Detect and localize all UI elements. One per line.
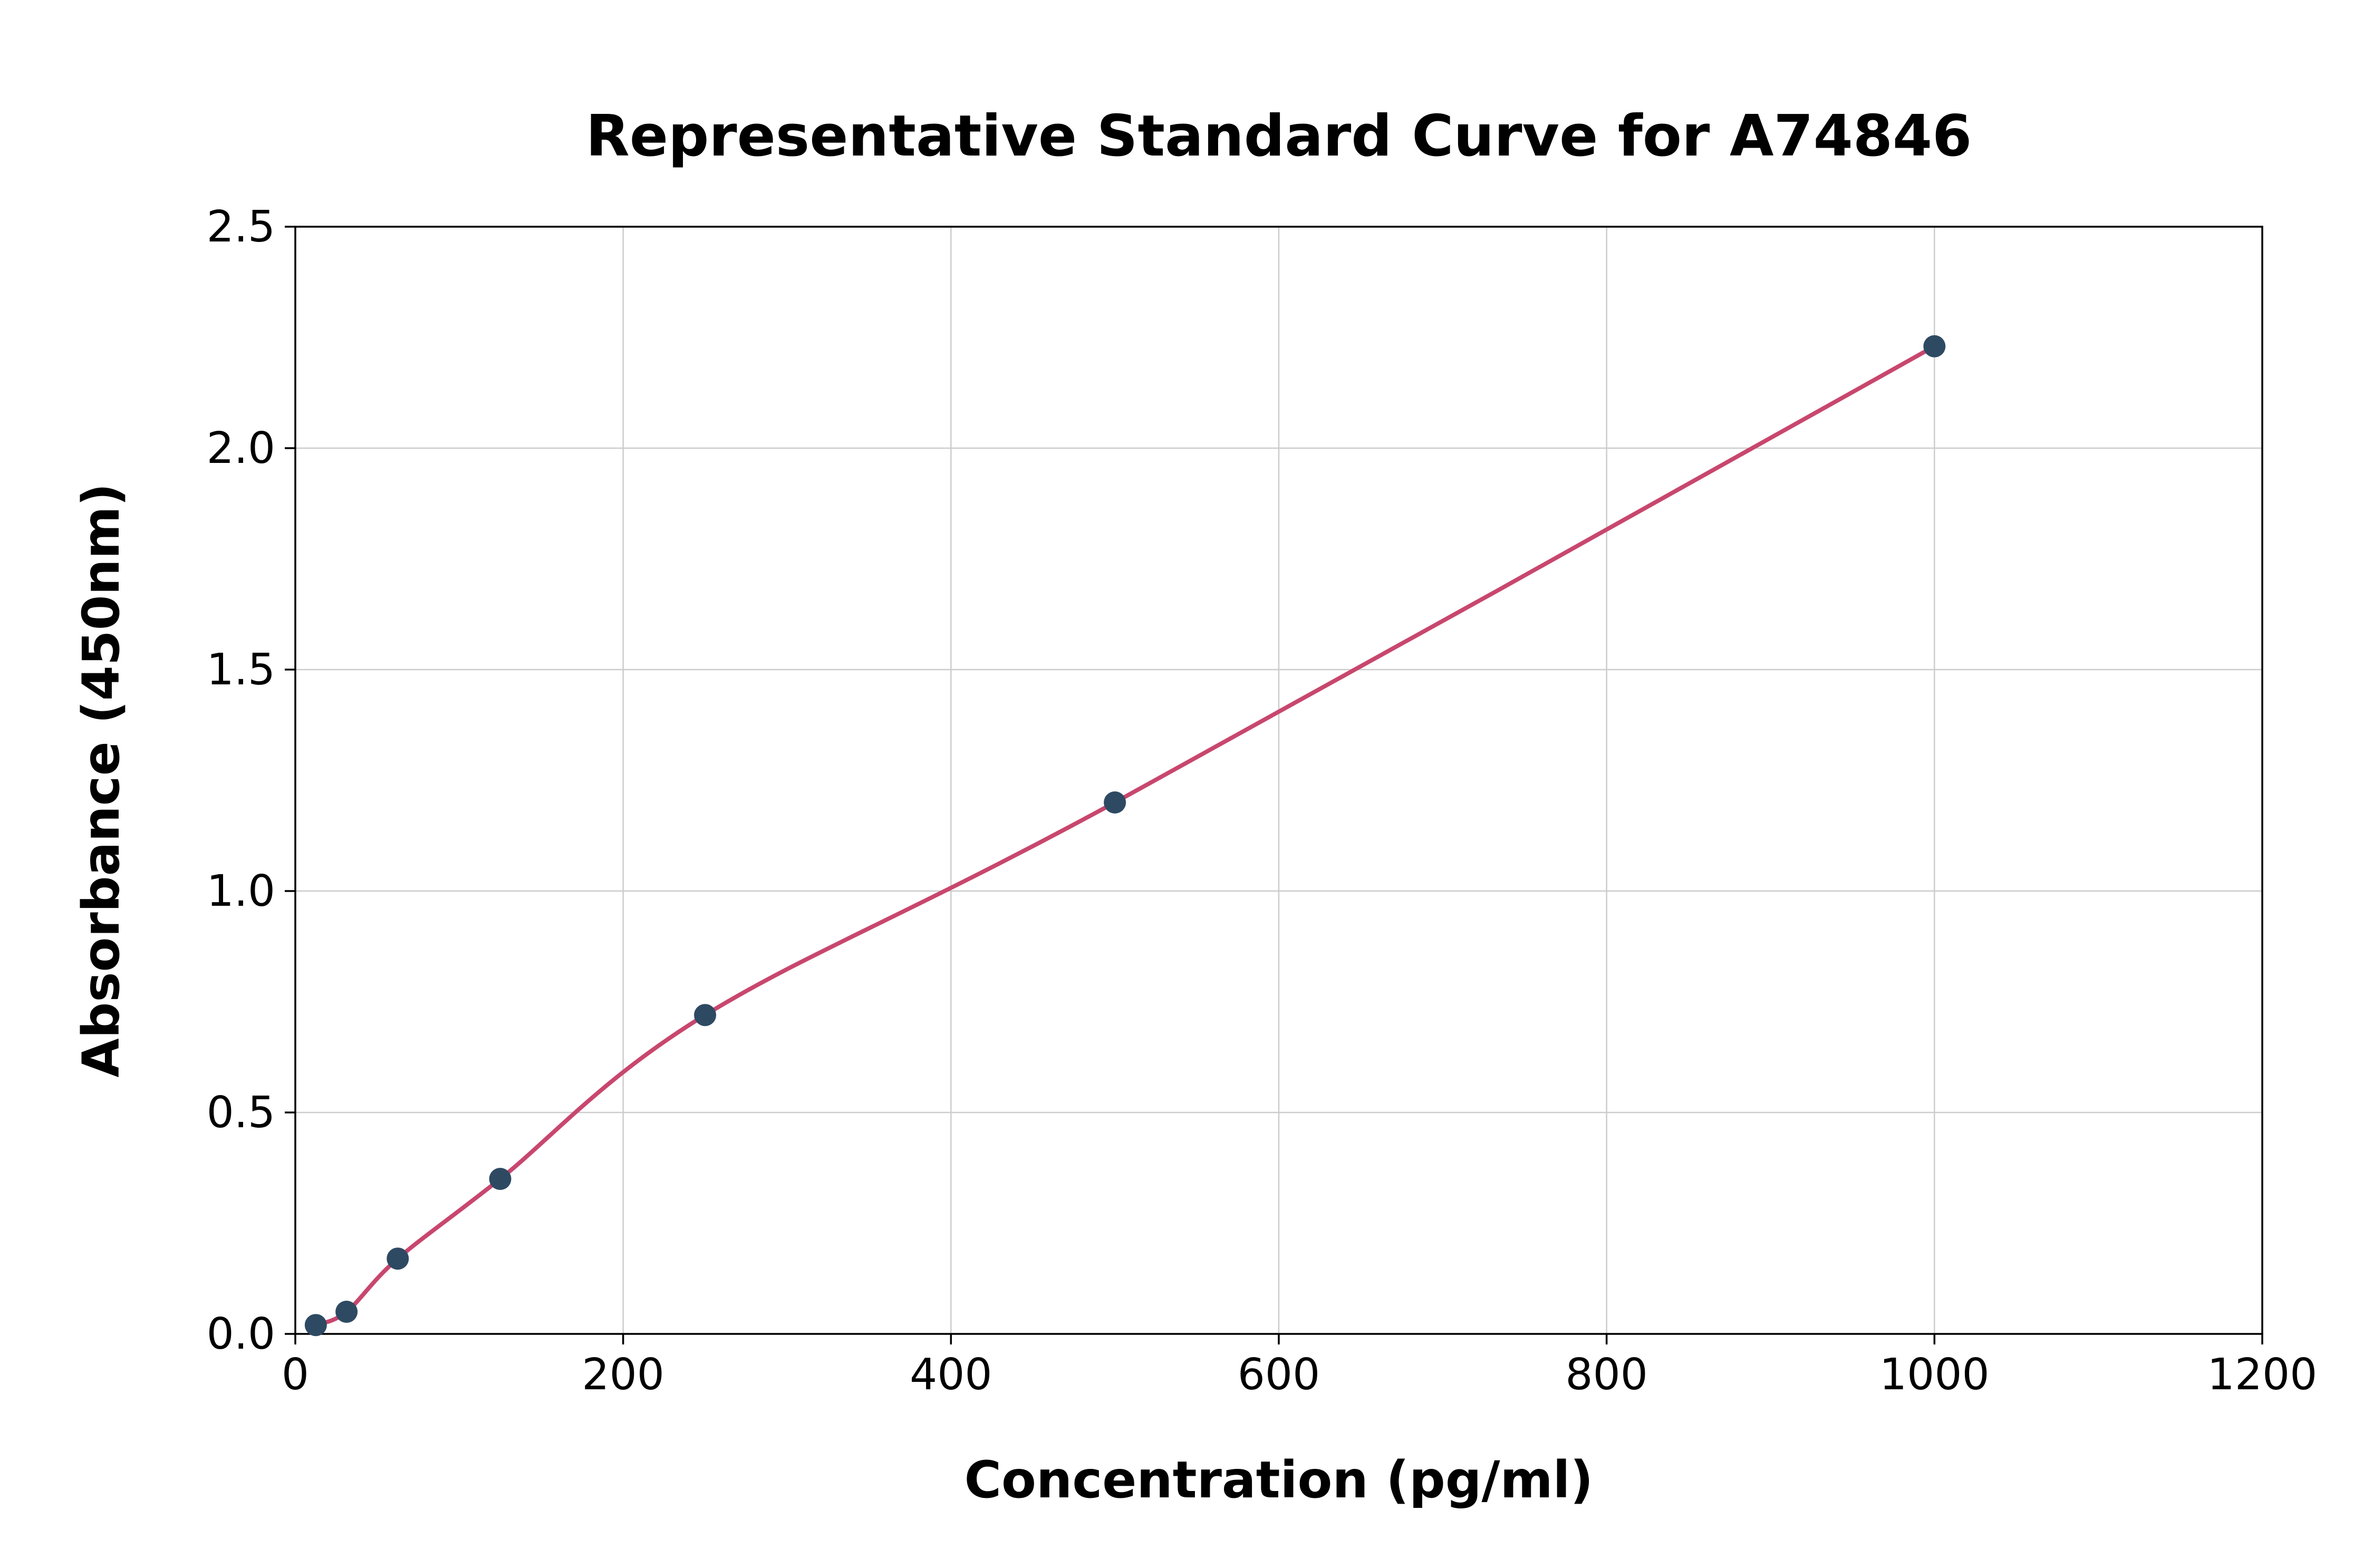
data-point: [1923, 335, 1946, 357]
fitted-curve: [313, 344, 1937, 1328]
y-tick-label: 2.5: [207, 202, 275, 252]
data-point: [1104, 791, 1126, 814]
x-tick-label: 600: [1238, 1350, 1320, 1400]
y-tick-label: 2.0: [207, 423, 275, 473]
y-tick-label: 1.0: [207, 866, 275, 916]
data-point: [387, 1247, 409, 1270]
x-tick-label: 200: [582, 1350, 664, 1400]
y-axis-label: Absorbance (450nm): [72, 483, 131, 1077]
x-tick-label: 400: [910, 1350, 992, 1400]
x-tick-label: 1000: [1879, 1350, 1990, 1400]
data-point: [335, 1301, 358, 1323]
data-point: [694, 1004, 717, 1027]
x-tick-label: 800: [1565, 1350, 1648, 1400]
x-tick-label: 1200: [2207, 1350, 2318, 1400]
y-tick-label: 0.0: [207, 1309, 275, 1359]
x-axis-label: Concentration (pg/ml): [964, 1450, 1594, 1509]
y-tick-label: 0.5: [207, 1088, 275, 1138]
data-point: [489, 1168, 512, 1190]
data-point: [304, 1314, 327, 1337]
x-tick-label: 0: [282, 1350, 309, 1400]
chart-title: Representative Standard Curve for A74846: [586, 103, 1972, 169]
y-tick-label: 1.5: [207, 645, 275, 695]
plot-area: 0 200 400 600 800 1000 1200 0.0 0.5 1.0 1.5 2.0 2.5: [207, 202, 2318, 1400]
